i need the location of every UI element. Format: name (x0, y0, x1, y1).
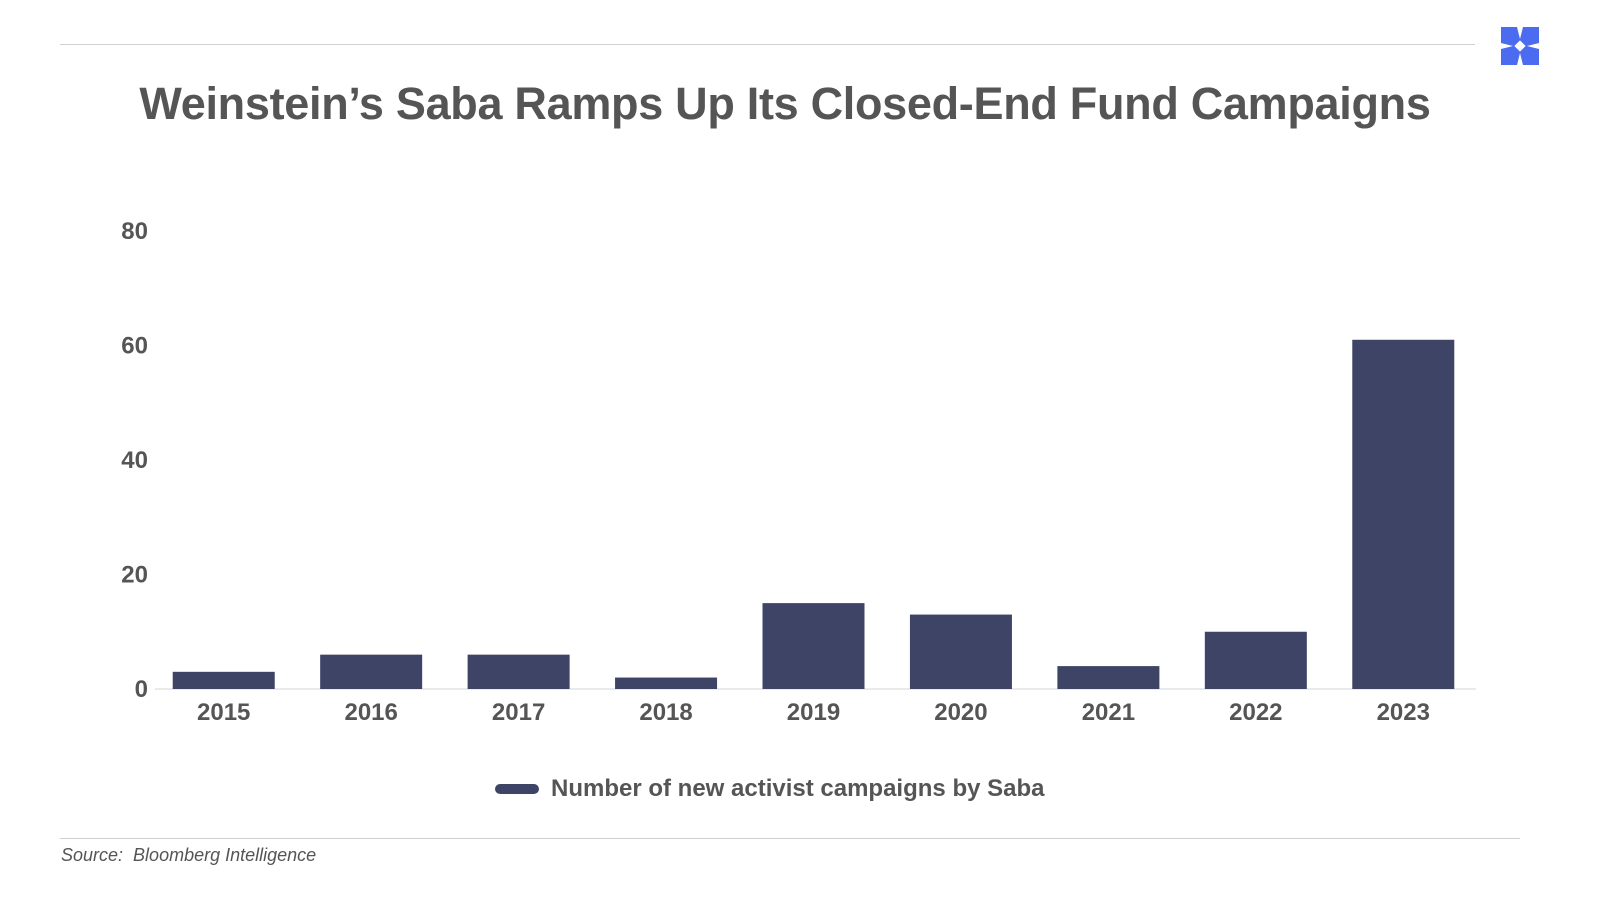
x-tick-label: 2018 (639, 699, 692, 726)
x-tick-label: 2022 (1229, 699, 1282, 726)
chart-title: Weinstein’s Saba Ramps Up Its Closed-End… (139, 78, 1431, 129)
x-tick-label: 2017 (492, 699, 545, 726)
bar-2017 (467, 654, 570, 689)
x-tick-label: 2015 (197, 699, 250, 726)
source-label: Source: (61, 845, 124, 865)
bar-2018 (615, 677, 718, 689)
bar-2020 (909, 614, 1012, 689)
bar-2015 (172, 671, 275, 689)
legend: Number of new activist campaigns by Saba (495, 773, 1044, 805)
x-axis-ticks: 2015 2016 2017 2018 2019 2020 2021 2022 2023 (197, 699, 1430, 726)
legend-swatch (495, 784, 539, 794)
brand-logo-icon (1501, 27, 1539, 65)
y-tick-label: 20 (121, 562, 148, 589)
bar-2019 (762, 603, 865, 689)
bar-2022 (1204, 631, 1307, 689)
y-axis-ticks: 0 20 40 60 80 (121, 218, 148, 703)
source-note: Source: Bloomberg Intelligence (61, 845, 316, 866)
y-tick-label: 60 (121, 333, 148, 360)
source-value: Bloomberg Intelligence (133, 845, 317, 865)
bar-series (172, 339, 1455, 689)
bar-2016 (320, 654, 423, 689)
x-tick-label: 2021 (1082, 699, 1135, 726)
bar-2023 (1352, 339, 1455, 689)
x-tick-label: 2016 (344, 699, 397, 726)
y-tick-label: 80 (121, 218, 148, 245)
x-tick-label: 2019 (787, 699, 840, 726)
x-tick-label: 2020 (934, 699, 987, 726)
bar-2021 (1057, 666, 1160, 689)
top-divider (60, 44, 1475, 45)
bottom-divider (60, 838, 1520, 839)
legend-label: Number of new activist campaigns by Saba (551, 775, 1045, 802)
x-tick-label: 2023 (1377, 699, 1430, 726)
y-tick-label: 40 (121, 447, 148, 474)
y-tick-label: 0 (135, 676, 148, 703)
